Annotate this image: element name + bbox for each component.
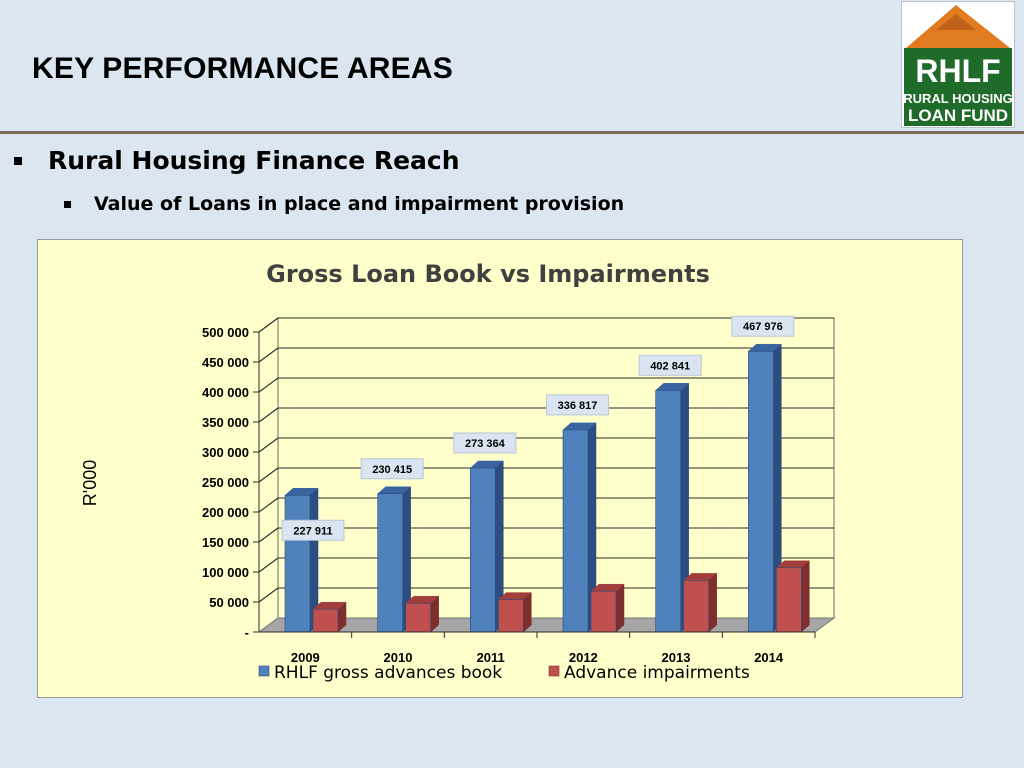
y-tick-label: 450 000 (202, 355, 249, 370)
bar-advance-impairments-side (801, 560, 810, 633)
bar-advance-impairments (683, 580, 709, 633)
data-label: 273 364 (465, 438, 506, 450)
data-label: 227 911 (293, 525, 332, 537)
bullet-square-icon (64, 200, 71, 208)
data-label: 467 976 (743, 321, 783, 333)
data-label-box (731, 315, 795, 337)
chart-container: Gross Loan Book vs Impairments - 50 000 100… (37, 239, 963, 698)
y-tick-label: 350 000 (202, 415, 249, 430)
x-tick-label: 2014 (754, 650, 784, 665)
bar-advance-impairments-side (708, 572, 717, 633)
title-divider (0, 131, 1024, 134)
x-tick-label: 2011 (477, 650, 505, 665)
gridline-side (258, 467, 279, 483)
logo-line-rural-housing: RURAL HOUSING (903, 91, 1013, 106)
gridline-side (258, 347, 279, 363)
logo-panel (904, 48, 1012, 126)
gridline-side (258, 497, 279, 513)
legend-label-gross-advances: RHLF gross advances book (274, 663, 502, 683)
slide-title: KEY PERFORMANCE AREAS (32, 52, 453, 85)
x-tick-label: 2013 (662, 650, 691, 665)
house-peak-icon (936, 14, 976, 30)
bar-advance-impairments (312, 608, 339, 633)
data-label-box (638, 354, 702, 376)
gridline-side (258, 587, 279, 603)
gridline-side (258, 377, 279, 393)
gridline-side (258, 557, 279, 573)
y-tick-label: 500 000 (202, 325, 249, 340)
bar-gross-advances (284, 494, 311, 633)
gridline-side (258, 317, 279, 333)
bullet-square-icon (14, 156, 22, 165)
bar-gross-advances (748, 350, 774, 633)
bar-gross-advances (470, 467, 496, 633)
bar-gross-advances (655, 389, 681, 633)
y-tick-label: - (245, 625, 249, 640)
y-tick-label: 100 000 (202, 565, 249, 580)
y-tick-label: 200 000 (202, 505, 249, 520)
y-tick-label: 50 000 (209, 595, 249, 610)
rhlf-logo: RHLF RURAL HOUSING LOAN FUND (901, 1, 1015, 128)
gross-loan-book-chart: Gross Loan Book vs Impairments - 50 000 100… (80, 260, 836, 683)
bar-advance-impairments (590, 590, 617, 633)
y-tick-label: 300 000 (202, 445, 249, 460)
gridline-side (258, 437, 279, 453)
data-label: 230 415 (372, 464, 412, 476)
data-label-box (360, 458, 424, 480)
bar-advance-impairments (498, 599, 524, 633)
logo-acronym: RHLF (915, 53, 1000, 89)
logo-line-loan-fund: LOAN FUND (908, 106, 1008, 125)
bar-advance-impairments (776, 567, 802, 633)
y-tick-label: 400 000 (202, 385, 249, 400)
x-tick-label: 2009 (291, 650, 320, 665)
bar-gross-advances (377, 493, 403, 633)
data-label-box (281, 519, 345, 541)
legend-swatch-advance-impairments (548, 665, 560, 677)
data-label: 336 817 (558, 400, 598, 412)
legend-swatch-gross-advances (258, 665, 270, 677)
bar-gross-advances (562, 429, 589, 633)
chart-title: Gross Loan Book vs Impairments (266, 260, 710, 288)
bullet-level-2-text: Value of Loans in place and impairment p… (94, 193, 625, 215)
data-label-box (453, 432, 517, 454)
gridline-side (258, 407, 279, 423)
data-label: 402 841 (650, 360, 690, 372)
y-tick-label: 250 000 (202, 475, 249, 490)
bullet-level-1-text: Rural Housing Finance Reach (48, 146, 460, 175)
x-tick-label: 2010 (384, 650, 413, 665)
bullet-level-2: Value of Loans in place and impairment p… (64, 193, 624, 215)
data-label-box (546, 394, 610, 416)
x-tick-label: 2012 (569, 650, 598, 665)
y-tick-label: 150 000 (202, 535, 249, 550)
bar-advance-impairments (405, 602, 431, 633)
legend-label-advance-impairments: Advance impairments (564, 663, 750, 683)
bullet-level-1: Rural Housing Finance Reach (14, 146, 460, 175)
bar-advance-impairments-side (615, 583, 625, 633)
gridline-side (258, 527, 279, 543)
y-axis-label: R'000 (80, 460, 100, 506)
